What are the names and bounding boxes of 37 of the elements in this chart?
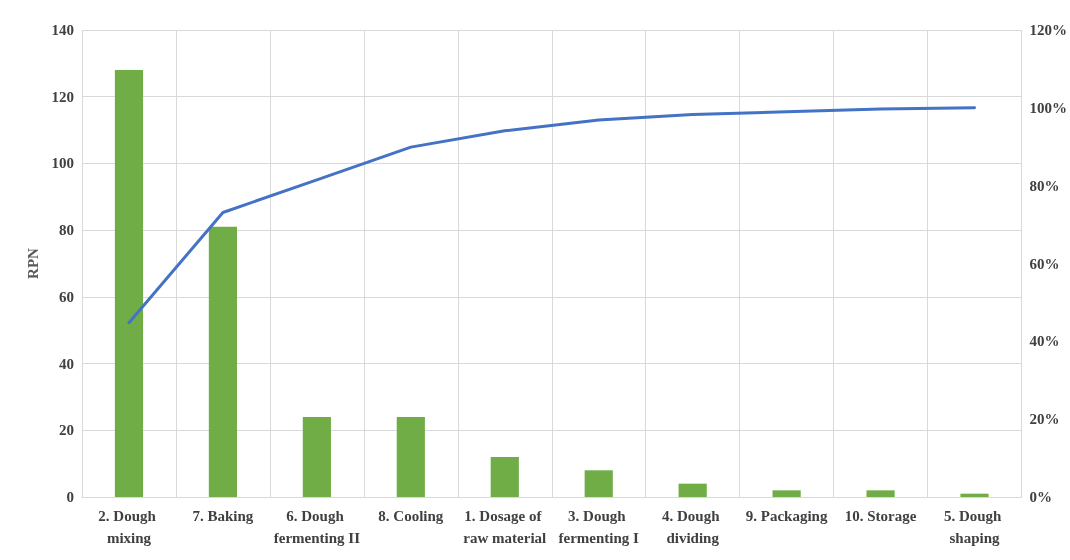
y2-tick-label: 100% — [1029, 99, 1067, 116]
bar — [866, 490, 895, 497]
bar — [208, 226, 238, 497]
y2-tick-label: 0% — [1029, 489, 1052, 505]
bar — [960, 493, 989, 497]
line-series — [127, 106, 977, 325]
bar — [396, 416, 425, 497]
x-tick-label: 10. Storage — [844, 508, 917, 524]
x-tick-label: 6. Dough fermenting II — [273, 508, 361, 546]
x-tick-label: 9. Packaging — [745, 508, 828, 524]
y2-tick-label: 20% — [1029, 411, 1060, 428]
x-tick-label: 2. Dough mixing — [98, 508, 160, 546]
y-tick-label: 100 — [51, 155, 74, 172]
x-tick-label: 8. Cooling — [378, 508, 444, 524]
bar — [772, 490, 801, 497]
bar — [302, 416, 331, 497]
x-tick-label: 5. Dough shaping — [943, 508, 1006, 546]
y-tick-label: 60 — [59, 288, 74, 305]
y2-tick-label: 40% — [1029, 333, 1060, 350]
y2-tick-label: 120% — [1029, 22, 1067, 38]
y2-tick-label: 60% — [1029, 255, 1060, 272]
y-tick-label: 120 — [51, 88, 74, 105]
bar — [678, 483, 707, 497]
y2-tick-label: 80% — [1029, 177, 1060, 194]
bar — [490, 456, 519, 497]
y-tick-label: 20 — [59, 422, 74, 439]
x-tick-label: 3. Dough fermenting I — [558, 508, 640, 546]
y-tick-label: 80 — [59, 222, 74, 239]
y-tick-label: 40 — [59, 355, 74, 372]
bar — [584, 470, 613, 497]
x-tick-label: 4. Dough dividing — [662, 508, 724, 546]
x-tick-label: 7. Baking — [192, 508, 254, 524]
y-axis-title: RPN — [25, 247, 42, 279]
y-tick-label: 0 — [66, 489, 74, 505]
x-tick-label: 1. Dosage of raw material — [463, 508, 547, 546]
y-tick-label: 140 — [51, 22, 74, 38]
bar — [114, 70, 144, 497]
